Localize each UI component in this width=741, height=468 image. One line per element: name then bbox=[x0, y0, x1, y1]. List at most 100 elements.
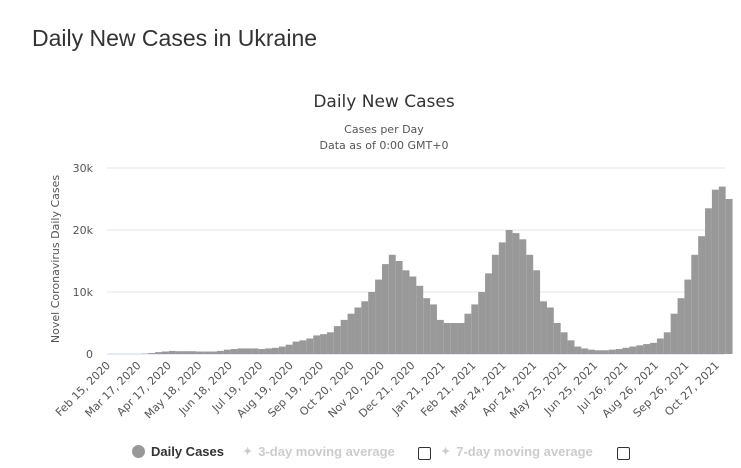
bar[interactable] bbox=[326, 332, 334, 354]
bar[interactable] bbox=[718, 186, 726, 354]
bar[interactable] bbox=[375, 279, 382, 354]
bar[interactable] bbox=[237, 348, 245, 354]
bar[interactable] bbox=[526, 254, 534, 354]
bar[interactable] bbox=[574, 346, 582, 354]
checkbox-7day-average[interactable] bbox=[617, 447, 630, 460]
bar[interactable] bbox=[450, 323, 458, 354]
bar[interactable] bbox=[223, 349, 231, 354]
bar[interactable] bbox=[168, 350, 176, 354]
bar[interactable] bbox=[560, 332, 568, 354]
bar[interactable] bbox=[402, 270, 410, 354]
bar[interactable] bbox=[498, 242, 506, 354]
bar[interactable] bbox=[505, 230, 513, 354]
bar[interactable] bbox=[216, 350, 224, 354]
bar[interactable] bbox=[155, 352, 162, 354]
bar[interactable] bbox=[196, 351, 204, 354]
x-tick-label: Oct 27, 2021 bbox=[662, 359, 722, 419]
bar[interactable] bbox=[430, 304, 437, 354]
legend-item-3day-average[interactable]: ✦ 3-day moving average bbox=[243, 444, 395, 459]
bar[interactable] bbox=[333, 326, 341, 354]
bar[interactable] bbox=[161, 351, 169, 354]
bar[interactable] bbox=[299, 340, 307, 354]
page-title: Daily New Cases in Ukraine bbox=[32, 25, 318, 51]
bar[interactable] bbox=[636, 345, 644, 354]
bar[interactable] bbox=[285, 344, 293, 354]
bar[interactable] bbox=[478, 292, 486, 354]
checkbox-3day-average[interactable] bbox=[418, 447, 431, 460]
bar[interactable] bbox=[230, 349, 238, 354]
bar[interactable] bbox=[519, 239, 527, 354]
bar[interactable] bbox=[423, 298, 431, 354]
bar[interactable] bbox=[670, 313, 678, 354]
bar[interactable] bbox=[546, 307, 554, 355]
bar[interactable] bbox=[210, 351, 217, 354]
bar[interactable] bbox=[416, 285, 424, 354]
bar[interactable] bbox=[464, 313, 472, 354]
bar[interactable] bbox=[684, 279, 692, 354]
bar[interactable] bbox=[705, 208, 712, 354]
bar[interactable] bbox=[588, 349, 596, 354]
chart-subtitle-1: Cases per Day bbox=[344, 123, 424, 136]
bar[interactable] bbox=[457, 323, 465, 354]
bar[interactable] bbox=[698, 236, 706, 354]
bar[interactable] bbox=[203, 351, 211, 354]
bar[interactable] bbox=[608, 349, 616, 354]
bar[interactable] bbox=[278, 346, 286, 354]
bar[interactable] bbox=[258, 349, 266, 354]
bar[interactable] bbox=[313, 335, 321, 354]
bar[interactable] bbox=[629, 346, 637, 354]
bar[interactable] bbox=[175, 351, 183, 354]
bar[interactable] bbox=[251, 348, 259, 354]
bar[interactable] bbox=[340, 319, 348, 354]
y-tick-label: 0 bbox=[86, 348, 93, 361]
bar[interactable] bbox=[622, 347, 630, 354]
bar[interactable] bbox=[381, 264, 389, 354]
bar[interactable] bbox=[436, 319, 444, 354]
bar[interactable] bbox=[691, 254, 699, 354]
bar[interactable] bbox=[553, 323, 561, 354]
bar[interactable] bbox=[409, 276, 417, 355]
bar[interactable] bbox=[663, 332, 671, 354]
bar[interactable] bbox=[540, 301, 547, 354]
legend-label: Daily Cases bbox=[151, 444, 224, 459]
bar[interactable] bbox=[292, 341, 300, 354]
legend: Daily Cases ✦ 3-day moving average ✦ 7-d… bbox=[0, 444, 741, 464]
bar[interactable] bbox=[347, 313, 355, 354]
bar[interactable] bbox=[711, 189, 719, 354]
bar[interactable] bbox=[595, 350, 602, 354]
bar[interactable] bbox=[182, 351, 190, 354]
bar[interactable] bbox=[601, 350, 609, 354]
legend-item-7day-average[interactable]: ✦ 7-day moving average bbox=[441, 444, 593, 459]
bar[interactable] bbox=[643, 344, 651, 354]
bar[interactable] bbox=[512, 233, 520, 354]
bar[interactable] bbox=[361, 301, 369, 354]
bar[interactable] bbox=[244, 348, 252, 354]
bar[interactable] bbox=[320, 334, 327, 354]
bar[interactable] bbox=[533, 270, 541, 354]
bar[interactable] bbox=[306, 338, 314, 355]
bar[interactable] bbox=[265, 348, 272, 354]
bar[interactable] bbox=[581, 348, 589, 354]
bar[interactable] bbox=[443, 323, 451, 354]
bar[interactable] bbox=[615, 349, 623, 354]
bar[interactable] bbox=[485, 273, 492, 354]
bar[interactable] bbox=[725, 199, 733, 354]
y-tick-label: 20k bbox=[73, 224, 94, 237]
bar[interactable] bbox=[354, 307, 362, 355]
bar[interactable] bbox=[388, 254, 396, 354]
circle-marker-icon bbox=[132, 445, 145, 458]
bar[interactable] bbox=[148, 353, 156, 354]
bar[interactable] bbox=[677, 298, 685, 354]
bar[interactable] bbox=[650, 342, 657, 354]
bar[interactable] bbox=[271, 347, 279, 354]
bar[interactable] bbox=[471, 304, 479, 354]
bar[interactable] bbox=[368, 292, 376, 354]
bar[interactable] bbox=[189, 351, 197, 354]
bar[interactable] bbox=[395, 261, 403, 354]
bar[interactable] bbox=[567, 340, 575, 354]
bar[interactable] bbox=[491, 254, 499, 354]
legend-item-daily-cases[interactable]: Daily Cases bbox=[132, 444, 224, 459]
bar[interactable] bbox=[656, 338, 664, 355]
y-tick-label: 30k bbox=[73, 162, 94, 175]
